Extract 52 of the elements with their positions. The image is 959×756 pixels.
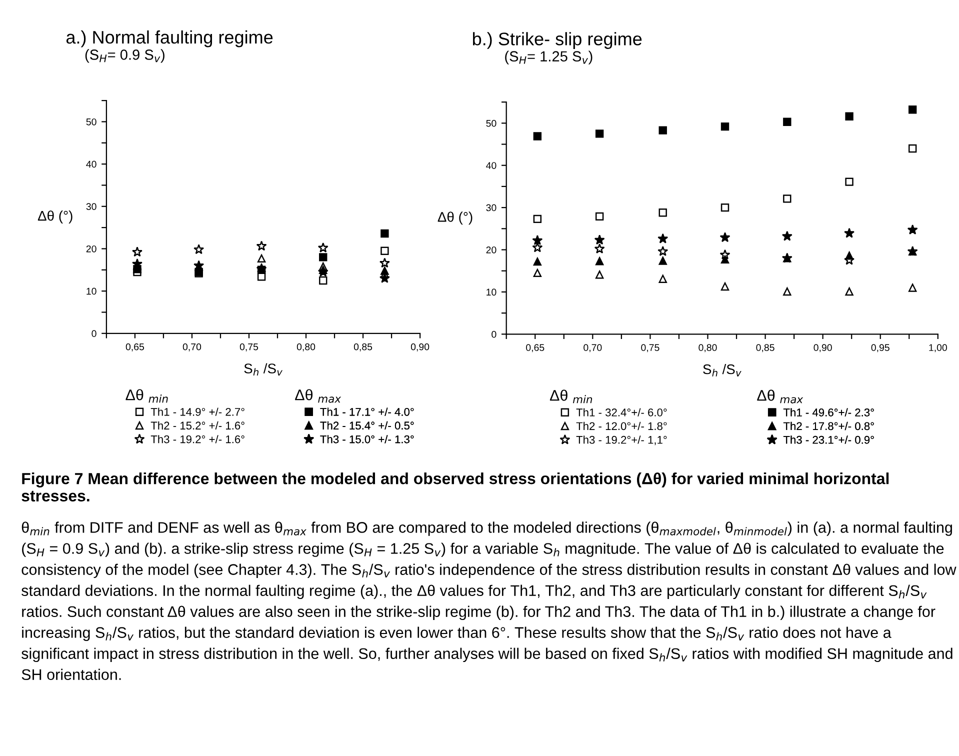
y-tick-label: 30 [486, 204, 496, 212]
legend-label: Th3 - 19.2°+/- 1,1° [576, 436, 667, 446]
x-tick-label: 0,65 [126, 343, 144, 352]
x-tick-label: 0,75 [240, 343, 258, 352]
chart-title: b.) Strike- slip regime [472, 32, 642, 49]
legend-label: Th3 - 23.1°+/- 0.9° [783, 436, 874, 444]
chart-subtitle: (S$_{H}$= 1.25 S$_{v}$) [505, 50, 592, 64]
legend-label: Th3 - 15.0° +/- 1.3° [320, 435, 414, 444]
legend-label: Th2 - 12.0°+/- 1.8° [576, 422, 667, 430]
chart-subtitle: (S$_{H}$= 0.9 S$_{v}$) [85, 49, 164, 63]
chart-title: a.) Normal faulting regime [66, 30, 273, 48]
text: Δθ $_{min}$ [550, 390, 592, 404]
x-tick-label: 0,80 [296, 343, 316, 352]
legend-label: Th1 - 49.6°+/- 2.3° [783, 408, 874, 416]
y-axis-title: Δθ (°) [438, 212, 472, 225]
legend-label: Th1 - 17.1° +/- 4.0° [320, 408, 414, 416]
x-tick-label: 0,90 [814, 344, 832, 352]
y-axis-title: Δθ (°) [38, 210, 72, 224]
y-tick-label: 40 [86, 160, 96, 168]
y-tick-label: 40 [486, 162, 496, 169]
text: Δθ $_{max}$ [295, 389, 342, 403]
x-tick-label: 0,90 [410, 343, 430, 352]
y-tick-label: 20 [86, 245, 96, 252]
y-tick-label: 10 [486, 288, 496, 296]
x-axis-title: S$_{h}$ /S$_{v}$ [244, 363, 283, 376]
x-tick-label: 0,65 [526, 344, 544, 352]
legend-label: Th3 - 19.2° +/- 1.6° [150, 435, 244, 444]
x-tick-label: 0,80 [698, 344, 717, 352]
legend-label: Th1 - 14.9° +/- 2.7° [150, 408, 244, 416]
legend-label: Th2 - 17.8°+/- 0.8° [783, 422, 874, 430]
x-tick-label: 0,95 [871, 344, 890, 352]
y-tick-label: 0 [492, 330, 496, 338]
caption: Figure 7 Mean difference between the modeled and observed stress orientations (Δθ) for varied minimal horizontal stresses. [22, 472, 889, 502]
y-tick-label: 50 [486, 120, 496, 127]
text: θ$_{min}$ from DITF and DENF as well as θ$_{max}$ from BO are compared to the modeled directions (θ$_{maxmodel}$, θ$_{minmodel}$) in (a). a normal faulting (S$_{H}$ = 0.9 S$_{v}$) and (b). a strike-slip stress regime (S$_{H}$ = 1.25 S$_{v}$) for a variable S$_{h}$ magnitude. The value of Δθ is calculated to evaluate the consistency of the model (see Chapter 4.3). The S$_{h}$/S$_{v}$ ratio's independence of the stress distribution results in constant Δθ values and low standard deviations. In the normal faulting regime (a)., the Δθ values for Th1, Th2, and Th3 are particularly constant for different S$_{h}$/S$_{v}$ ratios. Such constant Δθ values are also seen in the strike-slip regime (b). for Th2 and Th3. The data of Th1 in b.) illustrate a change for increasing S$_{h}$/S$_{v}$ ratios, but the standard deviation is even lower than 6°. These results show that the S$_{h}$/S$_{v}$ ratio does not have a significant impact in stress distribution in the well. So, further analyses will be based on fixed S$_{h}$/S$_{v}$ ratios with modified SH magnitude and SH orientation. [22, 522, 956, 680]
legend-label: Th1 - 32.4°+/- 6.0° [576, 408, 667, 416]
x-tick-label: 0,70 [182, 343, 202, 352]
text: Δθ $_{min}$ [126, 389, 168, 403]
legend-label: Th2 - 15.2° +/- 1.6° [150, 421, 244, 430]
legend-label: Th2 - 15.4° +/- 0.5° [320, 421, 414, 430]
x-axis-title: S$_{h}$ /S$_{v}$ [703, 364, 742, 376]
y-tick-label: 10 [86, 288, 96, 295]
text: Δθ $_{max}$ [757, 390, 804, 404]
x-tick-label: 0,85 [756, 344, 774, 352]
y-tick-label: 20 [486, 246, 496, 254]
y-tick-label: 0 [92, 330, 96, 338]
y-tick-label: 50 [86, 118, 96, 126]
x-tick-label: 0,75 [641, 344, 660, 352]
y-tick-label: 30 [86, 203, 96, 210]
x-tick-label: 1,00 [929, 344, 947, 352]
x-tick-label: 0,85 [354, 343, 372, 352]
x-tick-label: 0,70 [584, 344, 602, 352]
